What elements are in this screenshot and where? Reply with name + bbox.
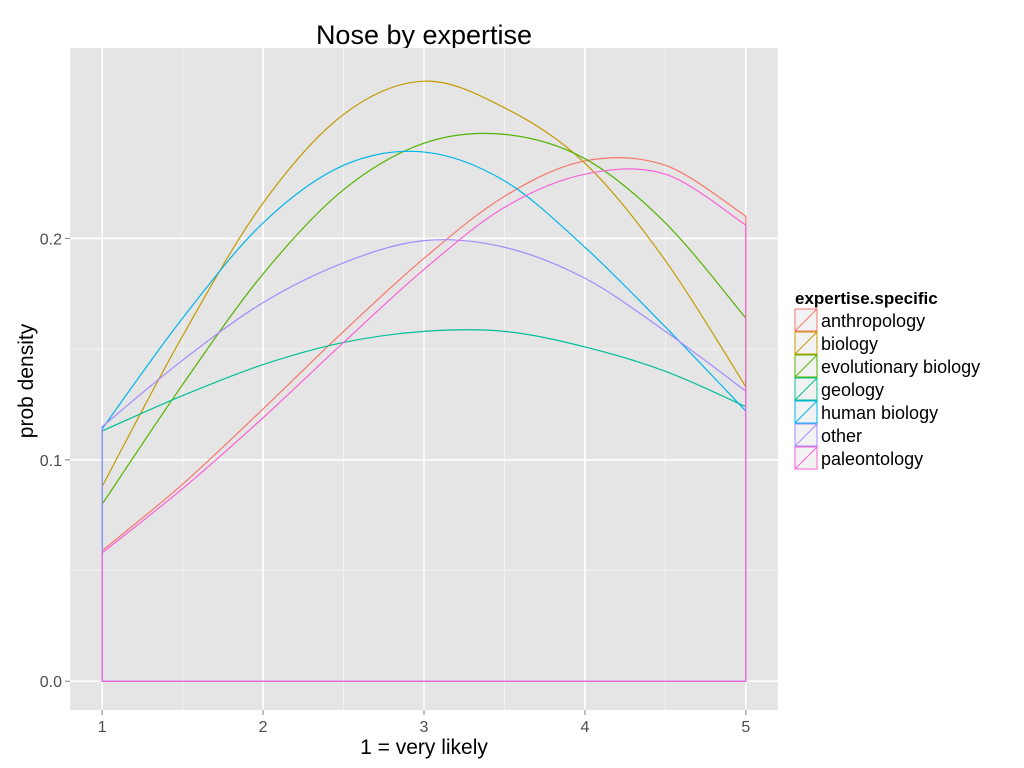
legend-item: geology: [794, 377, 884, 401]
legend-label: paleontology: [821, 449, 923, 469]
y-axis: 0.0 0.1 0.2: [40, 231, 70, 691]
legend-key-line: [794, 308, 818, 332]
x-axis: 1 2 3 4 5: [98, 710, 750, 736]
legend-title: expertise.specific: [795, 289, 938, 308]
x-tick-label: 2: [259, 719, 268, 736]
legend-label: anthropology: [821, 311, 925, 331]
legend-item: anthropology: [794, 308, 925, 332]
density-curve-geology: [101, 329, 747, 682]
legend-item: biology: [794, 331, 878, 355]
legend-key-line: [794, 377, 818, 401]
legend-label: other: [821, 426, 862, 446]
density-curve-other: [101, 239, 747, 682]
x-axis-title: 1 = very likely: [360, 736, 488, 759]
legend: expertise.specific anthropology biology ev…: [794, 289, 980, 470]
legend-key-line: [794, 400, 818, 424]
y-tick-label: 0.0: [40, 674, 62, 691]
legend-label: evolutionary biology: [821, 357, 980, 377]
legend-item: evolutionary biology: [794, 354, 980, 378]
y-tick-label: 0.2: [40, 231, 62, 248]
density-curves: [101, 80, 747, 682]
legend-key-line: [794, 331, 818, 355]
legend-item: other: [794, 423, 862, 447]
density-curve-evolutionary-biology: [101, 132, 747, 682]
density-curve-biology: [101, 80, 747, 682]
legend-item: paleontology: [794, 446, 923, 470]
x-tick-label: 1: [98, 719, 107, 736]
x-tick-label: 3: [420, 719, 429, 736]
density-curve-human-biology: [101, 150, 747, 682]
legend-label: human biology: [821, 403, 938, 423]
density-curve-anthropology: [101, 156, 747, 682]
legend-key-line: [794, 354, 818, 378]
legend-item: human biology: [794, 400, 938, 424]
x-tick-label: 5: [741, 719, 750, 736]
chart-title: Nose by expertise: [316, 20, 532, 50]
legend-label: geology: [821, 380, 884, 400]
density-curve-paleontology: [101, 168, 747, 682]
y-axis-title: prob density: [15, 323, 38, 438]
legend-key-line: [794, 423, 818, 447]
legend-key-line: [794, 446, 818, 470]
x-tick-label: 4: [580, 719, 589, 736]
y-tick-label: 0.1: [40, 453, 62, 470]
legend-label: biology: [821, 334, 878, 354]
